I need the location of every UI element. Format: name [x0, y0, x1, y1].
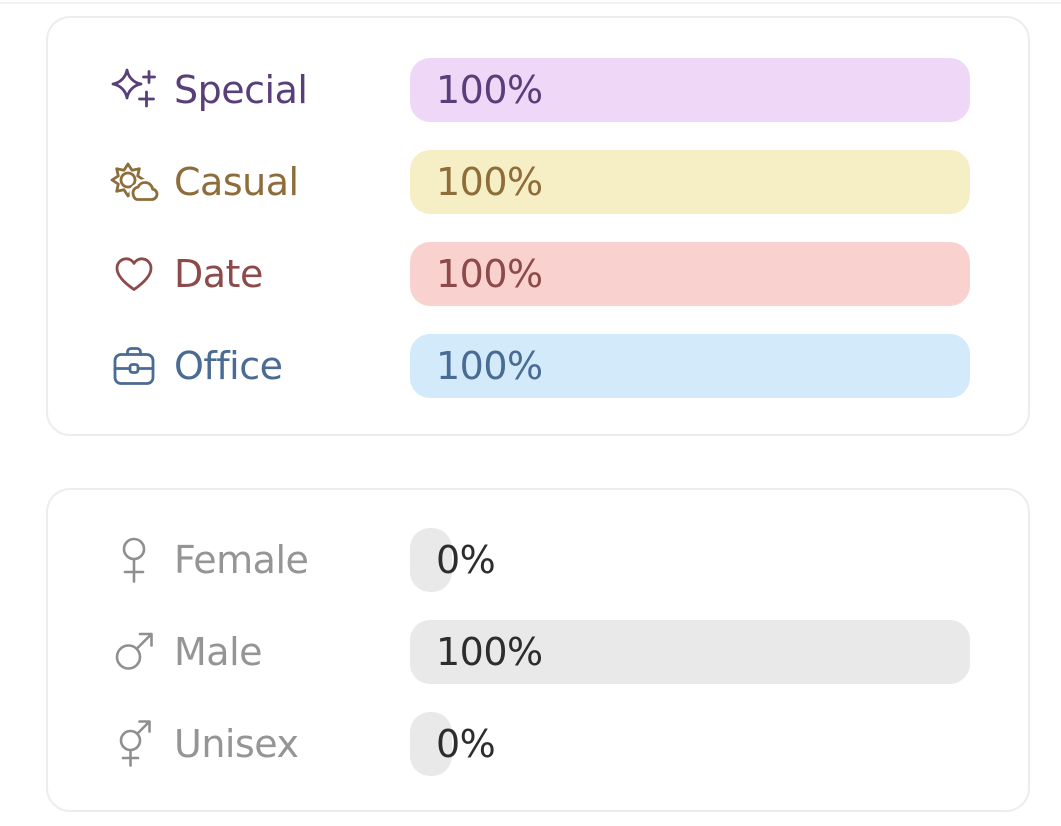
- percent-value: 100%: [436, 160, 543, 204]
- percent-bar-track: 100%: [410, 58, 970, 122]
- percent-bar-fill: [410, 712, 452, 776]
- stat-label-group: Office: [108, 346, 410, 386]
- stat-label-group: Unisex: [108, 719, 410, 769]
- percent-bar-fill: [410, 528, 452, 592]
- male-icon: [115, 632, 153, 670]
- female-icon: [122, 537, 146, 583]
- gender-stats-card: Female 0%: [46, 488, 1030, 812]
- stat-row-special: Special 100%: [108, 58, 970, 122]
- percent-value: 0%: [436, 722, 496, 766]
- stat-label: Date: [174, 252, 263, 296]
- percent-bar-track: 0%: [410, 712, 970, 776]
- sparkles-icon: [111, 68, 156, 108]
- stat-icon-box: [108, 630, 160, 674]
- percent-bar-track: 0%: [410, 528, 970, 592]
- stat-label: Unisex: [174, 722, 299, 766]
- percent-value: 100%: [436, 344, 543, 388]
- briefcase-icon: [113, 347, 155, 385]
- stat-row-casual: Casual 100%: [108, 150, 970, 214]
- stat-label-group: Male: [108, 630, 410, 674]
- occasion-stats-card: Special 100%: [46, 16, 1030, 436]
- stat-row-office: Office 100%: [108, 334, 970, 398]
- top-divider: [0, 2, 1061, 4]
- percent-bar-fill: [410, 242, 970, 306]
- stat-label-group: Female: [108, 536, 410, 584]
- stat-label: Casual: [174, 160, 299, 204]
- heart-icon: [115, 257, 153, 291]
- percent-bar-track: 100%: [410, 150, 970, 214]
- stat-icon-box: [108, 719, 160, 769]
- percent-bar-fill: [410, 150, 970, 214]
- percent-bar-track: 100%: [410, 334, 970, 398]
- unisex-icon: [119, 720, 151, 767]
- stat-icon-box: [108, 160, 160, 204]
- percent-value: 100%: [436, 68, 543, 112]
- stat-label: Special: [174, 68, 308, 112]
- stat-label-group: Casual: [108, 160, 410, 204]
- stat-label: Female: [174, 538, 309, 582]
- stat-label-group: Special: [108, 68, 410, 112]
- stat-label: Office: [174, 344, 283, 388]
- percent-bar-track: 100%: [410, 620, 970, 684]
- stat-icon-box: [108, 68, 160, 112]
- percent-bar-fill: [410, 334, 970, 398]
- stat-icon-box: [108, 255, 160, 293]
- percent-bar-track: 100%: [410, 242, 970, 306]
- stat-icon-box: [108, 346, 160, 386]
- percent-bar-fill: [410, 620, 970, 684]
- stat-row-male: Male 100%: [108, 620, 970, 684]
- percent-bar-fill: [410, 58, 970, 122]
- sun-cloud-icon: [110, 162, 159, 203]
- stat-label-group: Date: [108, 255, 410, 293]
- stat-row-date: Date 100%: [108, 242, 970, 306]
- percent-value: 0%: [436, 538, 496, 582]
- stat-icon-box: [108, 536, 160, 584]
- percent-value: 100%: [436, 252, 543, 296]
- stat-row-unisex: Unisex 0%: [108, 712, 970, 776]
- percent-value: 100%: [436, 630, 543, 674]
- stat-row-female: Female 0%: [108, 528, 970, 592]
- stat-label: Male: [174, 630, 263, 674]
